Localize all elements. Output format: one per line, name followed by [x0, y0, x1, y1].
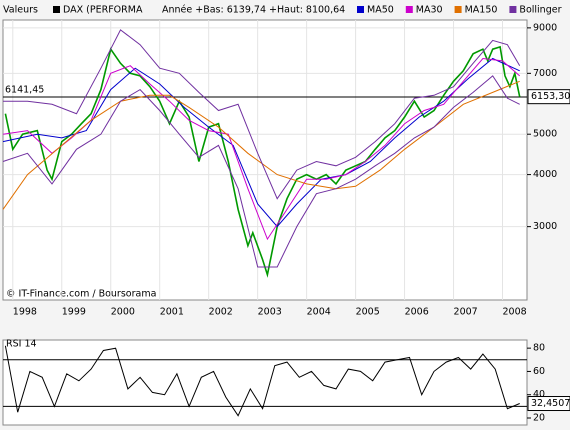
legend-label: MA150: [465, 5, 498, 16]
band-upper: [3, 29, 521, 200]
y-tick-label: 80: [533, 343, 545, 354]
instrument-swatch: [53, 6, 60, 13]
last-value-label: 32,4507: [531, 398, 570, 409]
legend-label: MA30: [416, 5, 443, 16]
x-tick-label: 2008: [503, 307, 527, 318]
x-tick-label: 2005: [356, 307, 380, 318]
x-tick-label: 2004: [307, 307, 331, 318]
series-line: [2, 57, 521, 241]
legend-swatch: [405, 6, 413, 13]
main-panel: [2, 19, 528, 301]
last-value-box: [527, 89, 570, 105]
legend-swatch: [357, 6, 364, 13]
y-tick-label: 60: [533, 366, 545, 377]
header-label: Valeurs: [3, 5, 38, 16]
legend-label: Bollinger: [519, 5, 561, 16]
y-tick-label: 9000: [533, 22, 557, 33]
legend-label: MA50: [367, 5, 394, 16]
instrument: DAX (PERFORMA: [63, 5, 143, 16]
y-tick-label: 4000: [533, 169, 557, 180]
x-tick-label: 2001: [160, 307, 184, 318]
rsi-panel: [2, 339, 528, 426]
x-tick-label: 1999: [62, 307, 86, 318]
legend-swatch: [509, 6, 517, 13]
y-tick-label: 3000: [533, 221, 557, 232]
rsi-title: RSI 14: [6, 339, 37, 350]
y-tick-label: 7000: [533, 68, 557, 79]
last-value-label: 6153,30: [531, 91, 570, 102]
x-tick-label: 2002: [209, 307, 233, 318]
last-value-box: [527, 396, 570, 412]
legend-swatch: [454, 6, 462, 13]
line: [4, 345, 520, 417]
y-tick-label: 40: [533, 389, 545, 400]
reference-label: 6141,45: [5, 85, 44, 96]
range-text: Année +Bas: 6139,74 +Haut: 8100,64: [162, 5, 345, 16]
x-tick-label: 2007: [454, 307, 478, 318]
source: © IT-Finance.com / Boursorama: [6, 289, 156, 300]
x-tick-label: 2000: [111, 307, 135, 318]
series-line: [4, 45, 521, 278]
series-line: [2, 57, 520, 228]
band-lower: [2, 75, 520, 268]
y-tick-label: 5000: [533, 129, 557, 140]
x-tick-label: 2003: [258, 307, 282, 318]
x-tick-label: 1998: [13, 307, 37, 318]
x-tick-label: 2006: [405, 307, 429, 318]
y-tick-label: 20: [533, 413, 545, 424]
